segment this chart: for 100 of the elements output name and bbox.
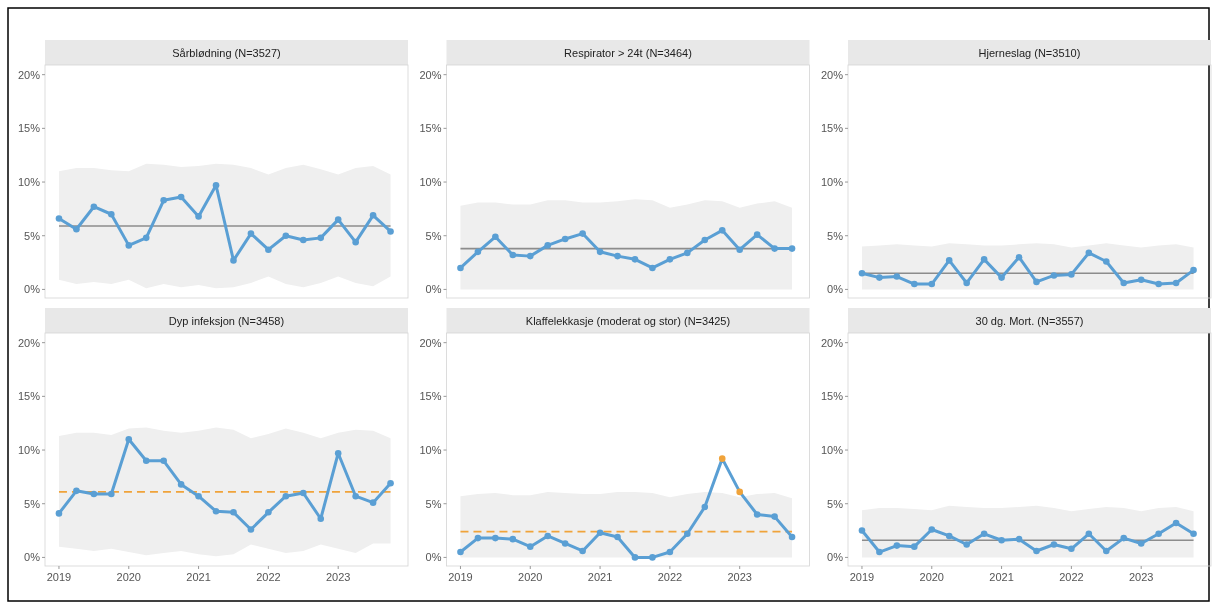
point [1120,534,1128,542]
point [980,530,988,538]
point [142,457,150,465]
point [457,548,464,556]
y-tick-label: 20% [820,68,844,81]
x-tick-label: 2022 [256,571,281,583]
y-tick-label: 10% [820,176,844,189]
point [247,526,255,533]
y-tick-label: 0% [827,283,844,296]
point [753,231,761,238]
point [352,238,359,246]
point [1102,547,1110,555]
point [387,228,394,235]
point [614,533,621,541]
point [526,252,534,260]
point [108,210,115,218]
point [73,225,80,233]
y-tick-label: 10% [419,444,442,457]
point [980,256,988,263]
y-tick-label: 10% [419,176,442,189]
y-tick-label: 5% [24,229,41,242]
point [771,245,778,252]
point [195,492,202,500]
y-tick-label: 20% [17,68,41,81]
point [701,236,709,244]
y-tick-label: 15% [419,122,442,135]
point [858,270,866,277]
point [474,248,482,256]
point [282,232,290,240]
point [631,554,639,561]
point [718,455,726,462]
x-tick-label: 2023 [1128,571,1154,583]
point [579,230,586,237]
y-tick-label: 20% [17,336,41,349]
y-tick-label: 10% [17,176,41,189]
y-tick-label: 0% [827,551,844,564]
point [649,264,656,272]
point [369,212,377,219]
point [230,257,237,264]
point [998,536,1005,544]
x-tick-label: 2023 [727,571,752,583]
point [684,249,691,257]
point [125,436,133,443]
point [788,533,796,541]
x-tick-label: 2019 [849,571,875,583]
x-tick-label: 2022 [657,571,683,583]
point [666,256,674,263]
point [911,280,918,288]
point [1137,276,1145,284]
point [299,489,307,497]
chart-title: Klaffelekkasje (moderat og stor) (N=3425) [525,314,731,327]
chart-title: Respirator > 24t (N=3464) [564,46,692,59]
y-tick-label: 20% [419,336,442,349]
y-tick-label: 5% [425,497,442,510]
point [1172,519,1180,527]
point [299,236,307,244]
y-tick-label: 15% [419,390,442,403]
point [90,203,98,211]
point [561,235,569,243]
point [1050,541,1058,548]
point [666,548,674,556]
point [736,488,743,496]
point [177,481,185,488]
point [1120,279,1128,287]
chart-title: Dyp infeksjon (N=3458) [168,314,285,327]
y-tick-label: 15% [820,390,844,403]
point [1137,540,1145,547]
y-tick-label: 5% [24,497,41,510]
y-tick-label: 5% [425,229,442,242]
x-tick-label: 2020 [116,571,142,583]
y-tick-label: 15% [820,122,844,135]
point [945,532,953,540]
y-tick-label: 5% [827,229,844,242]
x-tick-label: 2019 [448,571,473,583]
point [334,449,342,457]
point [876,548,883,556]
point [753,511,761,518]
point [928,526,936,533]
point [247,230,255,237]
point [55,215,63,222]
point [160,457,167,465]
point [544,532,552,540]
point [265,246,272,253]
point [631,256,639,263]
point [928,280,936,288]
point [911,543,918,550]
point [317,234,325,242]
point [945,257,953,264]
point [614,252,621,260]
point [1102,258,1110,265]
y-tick-label: 0% [425,551,442,564]
point [195,213,202,220]
point [1015,253,1023,261]
chart-title: 30 dg. Mort. (N=3557) [975,314,1084,327]
x-tick-label: 2020 [919,571,945,583]
x-tick-label: 2021 [587,571,613,583]
y-tick-label: 5% [827,497,844,510]
y-tick-label: 0% [24,283,41,296]
point [893,273,901,280]
point [369,499,377,506]
